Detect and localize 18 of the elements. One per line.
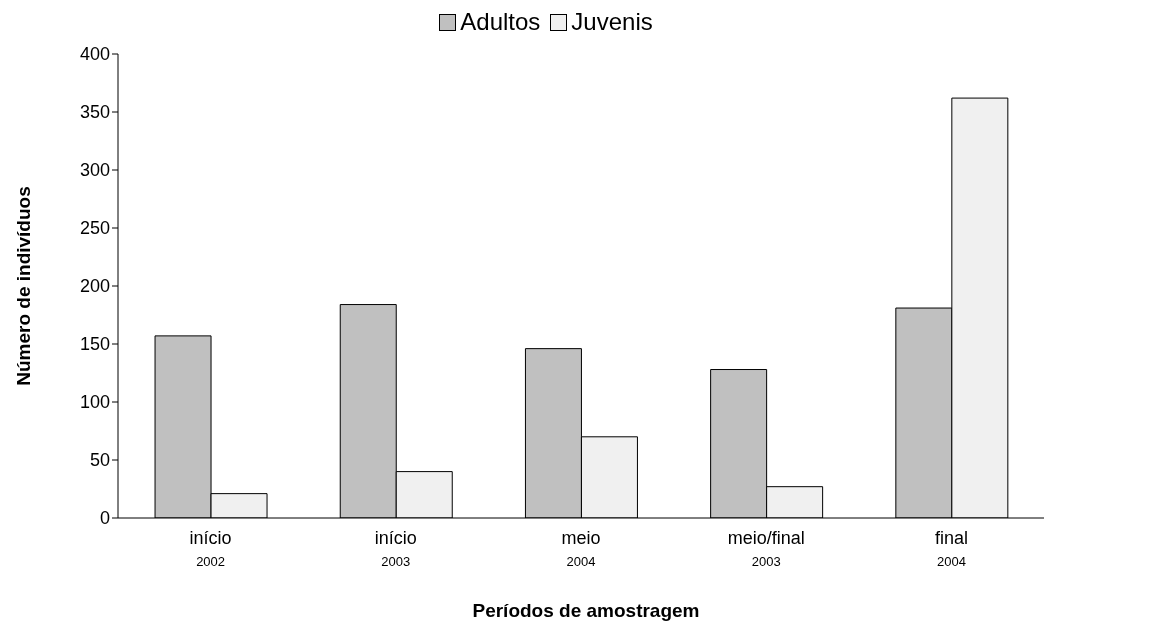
y-tick-label: 100 — [79, 392, 110, 413]
y-tick-label: 50 — [89, 450, 110, 471]
y-tick-label: 300 — [79, 160, 110, 181]
x-tick-label: início 2003 — [374, 528, 417, 569]
y-tick-label: 0 — [99, 508, 110, 529]
y-tick-label: 400 — [79, 44, 110, 65]
y-tick-label: 200 — [79, 276, 110, 297]
x-tick-label: meio 2004 — [561, 528, 601, 569]
y-tick-label: 350 — [79, 102, 110, 123]
x-axis-title: Períodos de amostragem — [471, 600, 701, 622]
y-tick-label: 250 — [79, 218, 110, 239]
x-tick-label: início 2002 — [189, 528, 232, 569]
x-tick-label: final 2004 — [934, 528, 968, 569]
legend-label: Juvenis — [571, 8, 653, 36]
y-tick-label: 150 — [79, 334, 110, 355]
x-tick-label: meio/final 2003 — [727, 528, 805, 569]
y-axis-title: Número de indivíduos — [12, 186, 34, 386]
legend-label: Adultos — [460, 8, 541, 36]
